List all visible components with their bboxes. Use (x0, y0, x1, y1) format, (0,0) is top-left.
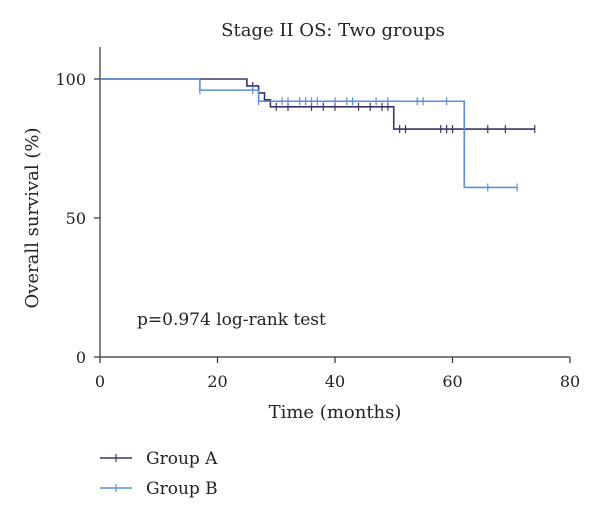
legend-item: Group A (100, 449, 218, 469)
survival-curve (100, 78, 535, 130)
p-value-annotation: p=0.974 log-rank test (137, 310, 326, 330)
y-ticks: 0 50 100 (55, 70, 100, 367)
x-tick-label: 0 (95, 372, 105, 391)
x-tick-label: 40 (325, 372, 345, 391)
legend: Group A Group B (100, 449, 218, 499)
legend-item: Group B (100, 479, 218, 499)
series-group-a (100, 78, 536, 134)
y-axis-title: Overall survival (%) (22, 127, 43, 308)
x-axis-title: Time (months) (269, 402, 402, 423)
x-tick-label: 80 (560, 372, 580, 391)
x-ticks: 0 20 40 60 80 (95, 357, 580, 391)
x-tick-label: 60 (442, 372, 462, 391)
x-tick-label: 20 (207, 372, 227, 391)
y-tick-label: 0 (76, 348, 86, 367)
y-tick-label: 100 (55, 70, 86, 89)
y-tick-label: 50 (66, 209, 86, 228)
legend-label: Group A (146, 449, 218, 469)
survival-curve (100, 78, 518, 189)
chart-title: Stage II OS: Two groups (221, 20, 445, 41)
series-layer (100, 78, 536, 192)
legend-label: Group B (146, 479, 218, 499)
series-group-b (100, 78, 518, 192)
